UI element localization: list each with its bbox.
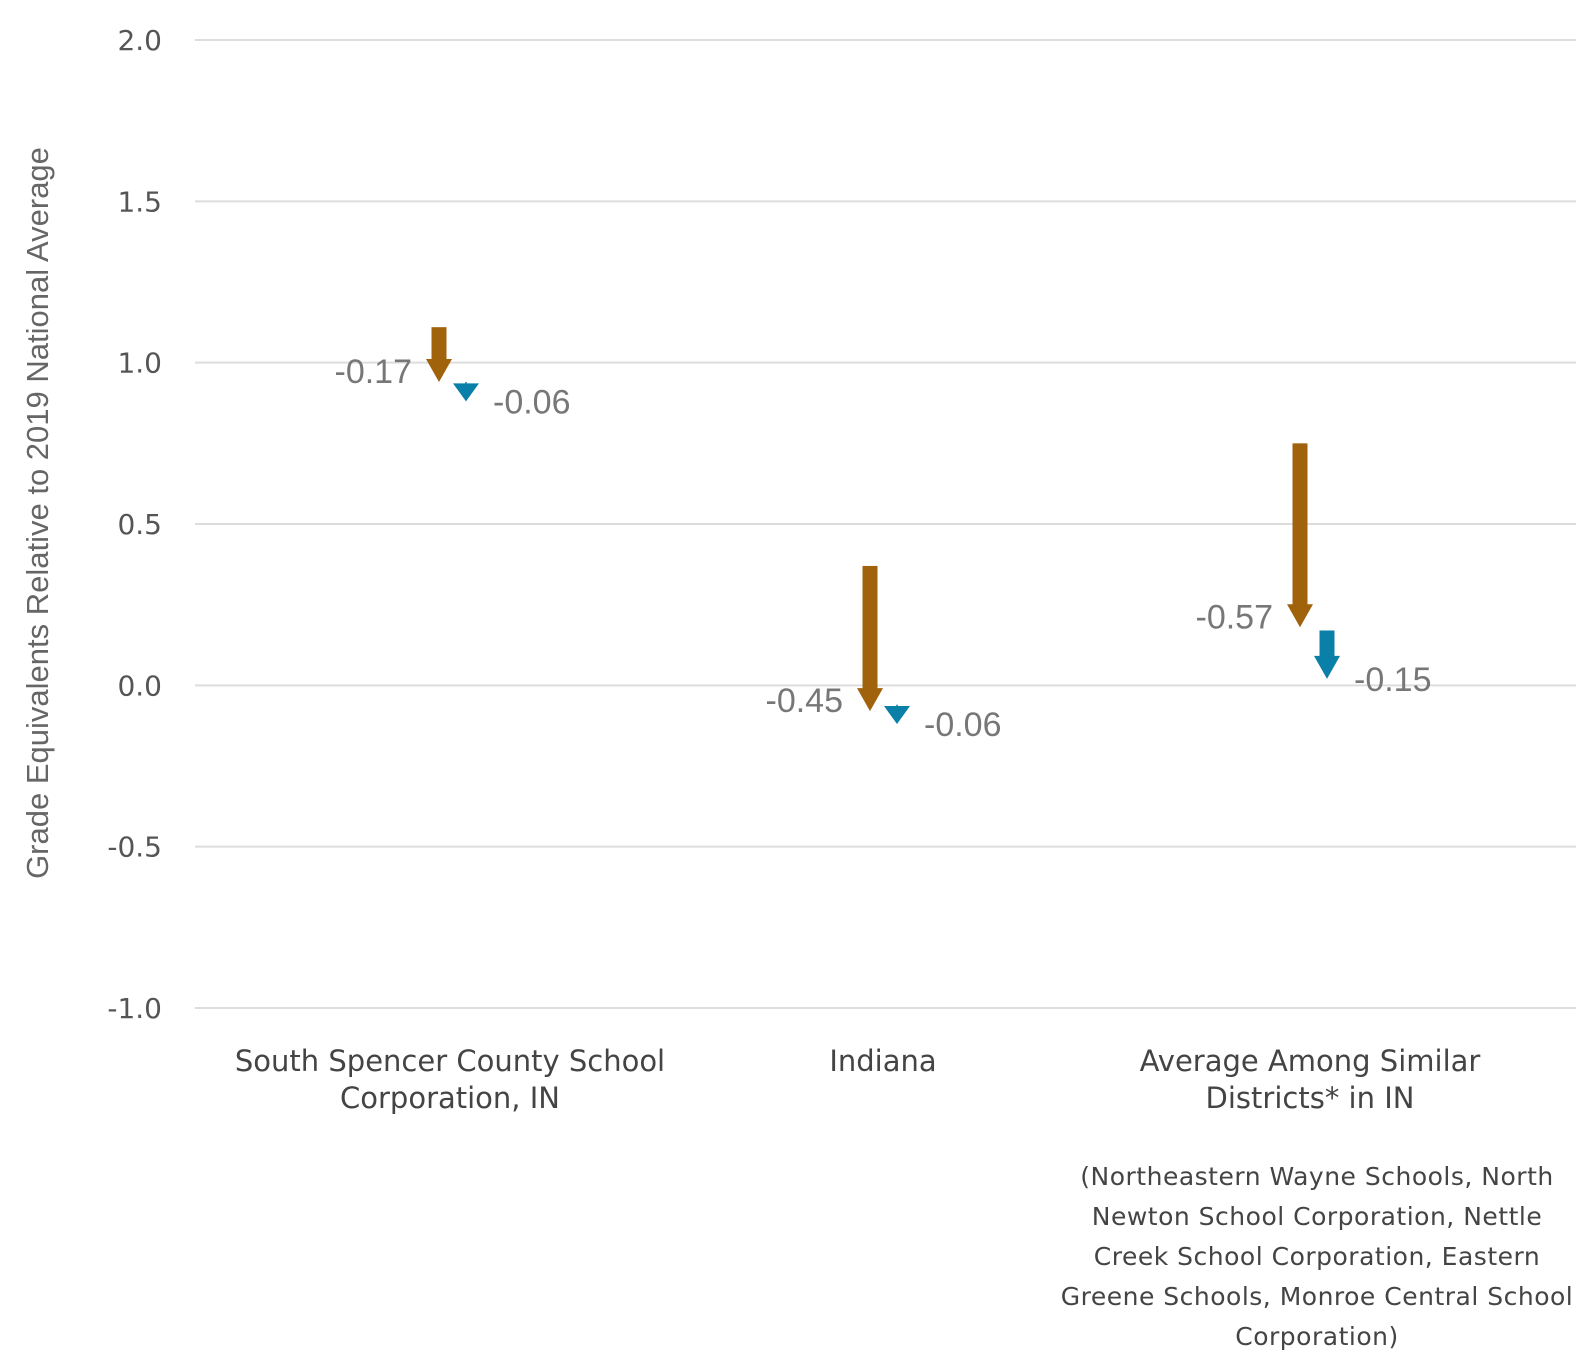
gridlines [195,39,1576,1009]
y-tick-label: -1.0 [107,992,162,1025]
arrow-shaft [862,565,878,690]
arrow-value-label: -0.45 [766,682,844,720]
arrow-head [1314,655,1340,679]
note-line: (Northeastern Wayne Schools, North [1080,1162,1554,1191]
arrow-head [426,359,452,383]
arrow-shaft [1319,630,1335,657]
category-label-line: Corporation, IN [340,1081,560,1115]
arrow-head [453,383,479,402]
note-line: Greene Schools, Monroe Central School [1060,1282,1574,1311]
category-label-line: Average Among Similar [1139,1044,1481,1078]
arrow-value-label: -0.15 [1354,661,1432,699]
y-tick-label: 1.0 [117,347,162,380]
y-tick-label: 2.0 [117,24,162,57]
y-tick-label: 1.5 [117,185,162,218]
category-label-south-spencer: South Spencer County School Corporation,… [230,1043,670,1117]
note-line: Newton School Corporation, Nettle [1091,1202,1543,1231]
arrow-marks: -0.17 -0.45 -0.57 -0.06 -0.06 -0.15 [335,327,1432,744]
y-tick-label: 0.5 [117,508,162,541]
arrow-value-label: -0.17 [335,353,413,391]
similar-districts-note: (Northeastern Wayne Schools, North Newto… [1058,1157,1576,1357]
arrow-head [1287,604,1313,628]
category-label-line: Indiana [829,1044,937,1078]
arrow-head [857,688,883,712]
y-tick-label: -0.5 [107,831,162,864]
arrow-value-label: -0.06 [493,383,571,421]
category-label-line: South Spencer County School [234,1044,666,1078]
note-line: Creek School Corporation, Eastern [1093,1242,1541,1271]
note-line: Corporation) [1235,1322,1399,1351]
arrow-shaft [431,327,447,361]
category-label-line: Districts* in IN [1205,1081,1415,1115]
category-label-similar-districts: Average Among Similar Districts* in IN [1120,1043,1500,1117]
y-tick-label: 0.0 [117,669,162,702]
y-axis-ticks: 2.0 1.5 1.0 0.5 0.0 -0.5 -1.0 [107,24,162,1025]
arrow-value-label: -0.57 [1196,598,1274,636]
arrow-shaft [1292,443,1308,606]
y-axis-label: Grade Equivalents Relative to 2019 Natio… [20,147,55,879]
arrow-head [884,706,910,725]
arrow-value-label: -0.06 [924,706,1002,744]
category-label-indiana: Indiana [733,1043,1033,1080]
